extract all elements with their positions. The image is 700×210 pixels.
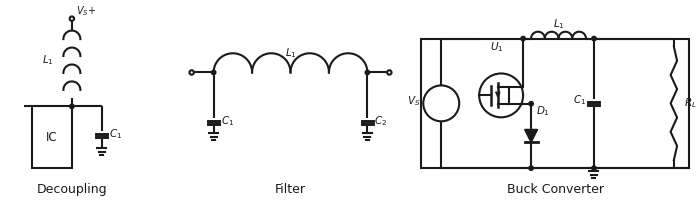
Circle shape (211, 70, 216, 75)
Text: $C_2$: $C_2$ (374, 114, 387, 128)
Circle shape (365, 70, 370, 75)
Text: IC: IC (46, 131, 57, 144)
Circle shape (592, 166, 596, 170)
Polygon shape (524, 129, 538, 142)
Text: $D_1$: $D_1$ (536, 104, 550, 118)
Circle shape (70, 16, 74, 21)
Text: $V_S$+: $V_S$+ (76, 4, 96, 18)
Text: $L_1$: $L_1$ (553, 17, 564, 31)
Text: Decoupling: Decoupling (36, 183, 107, 196)
Text: $U_1$: $U_1$ (491, 41, 504, 54)
Circle shape (70, 104, 74, 109)
Bar (421, 39, 689, 168)
Text: $V_S$: $V_S$ (407, 94, 420, 108)
Circle shape (190, 70, 194, 75)
Circle shape (521, 36, 525, 41)
Text: $C_1$: $C_1$ (573, 93, 586, 107)
Text: $L_1$: $L_1$ (285, 46, 296, 59)
Text: $R_L$: $R_L$ (684, 96, 696, 110)
Text: $L_1$: $L_1$ (42, 54, 54, 67)
Text: Filter: Filter (275, 183, 306, 196)
Circle shape (387, 70, 391, 75)
Circle shape (529, 101, 533, 106)
Circle shape (529, 166, 533, 170)
Bar (32, 106, 72, 168)
Text: $C_1$: $C_1$ (220, 114, 234, 128)
Text: Buck Converter: Buck Converter (507, 183, 603, 196)
Circle shape (592, 36, 596, 41)
Text: $C_1$: $C_1$ (108, 127, 122, 141)
